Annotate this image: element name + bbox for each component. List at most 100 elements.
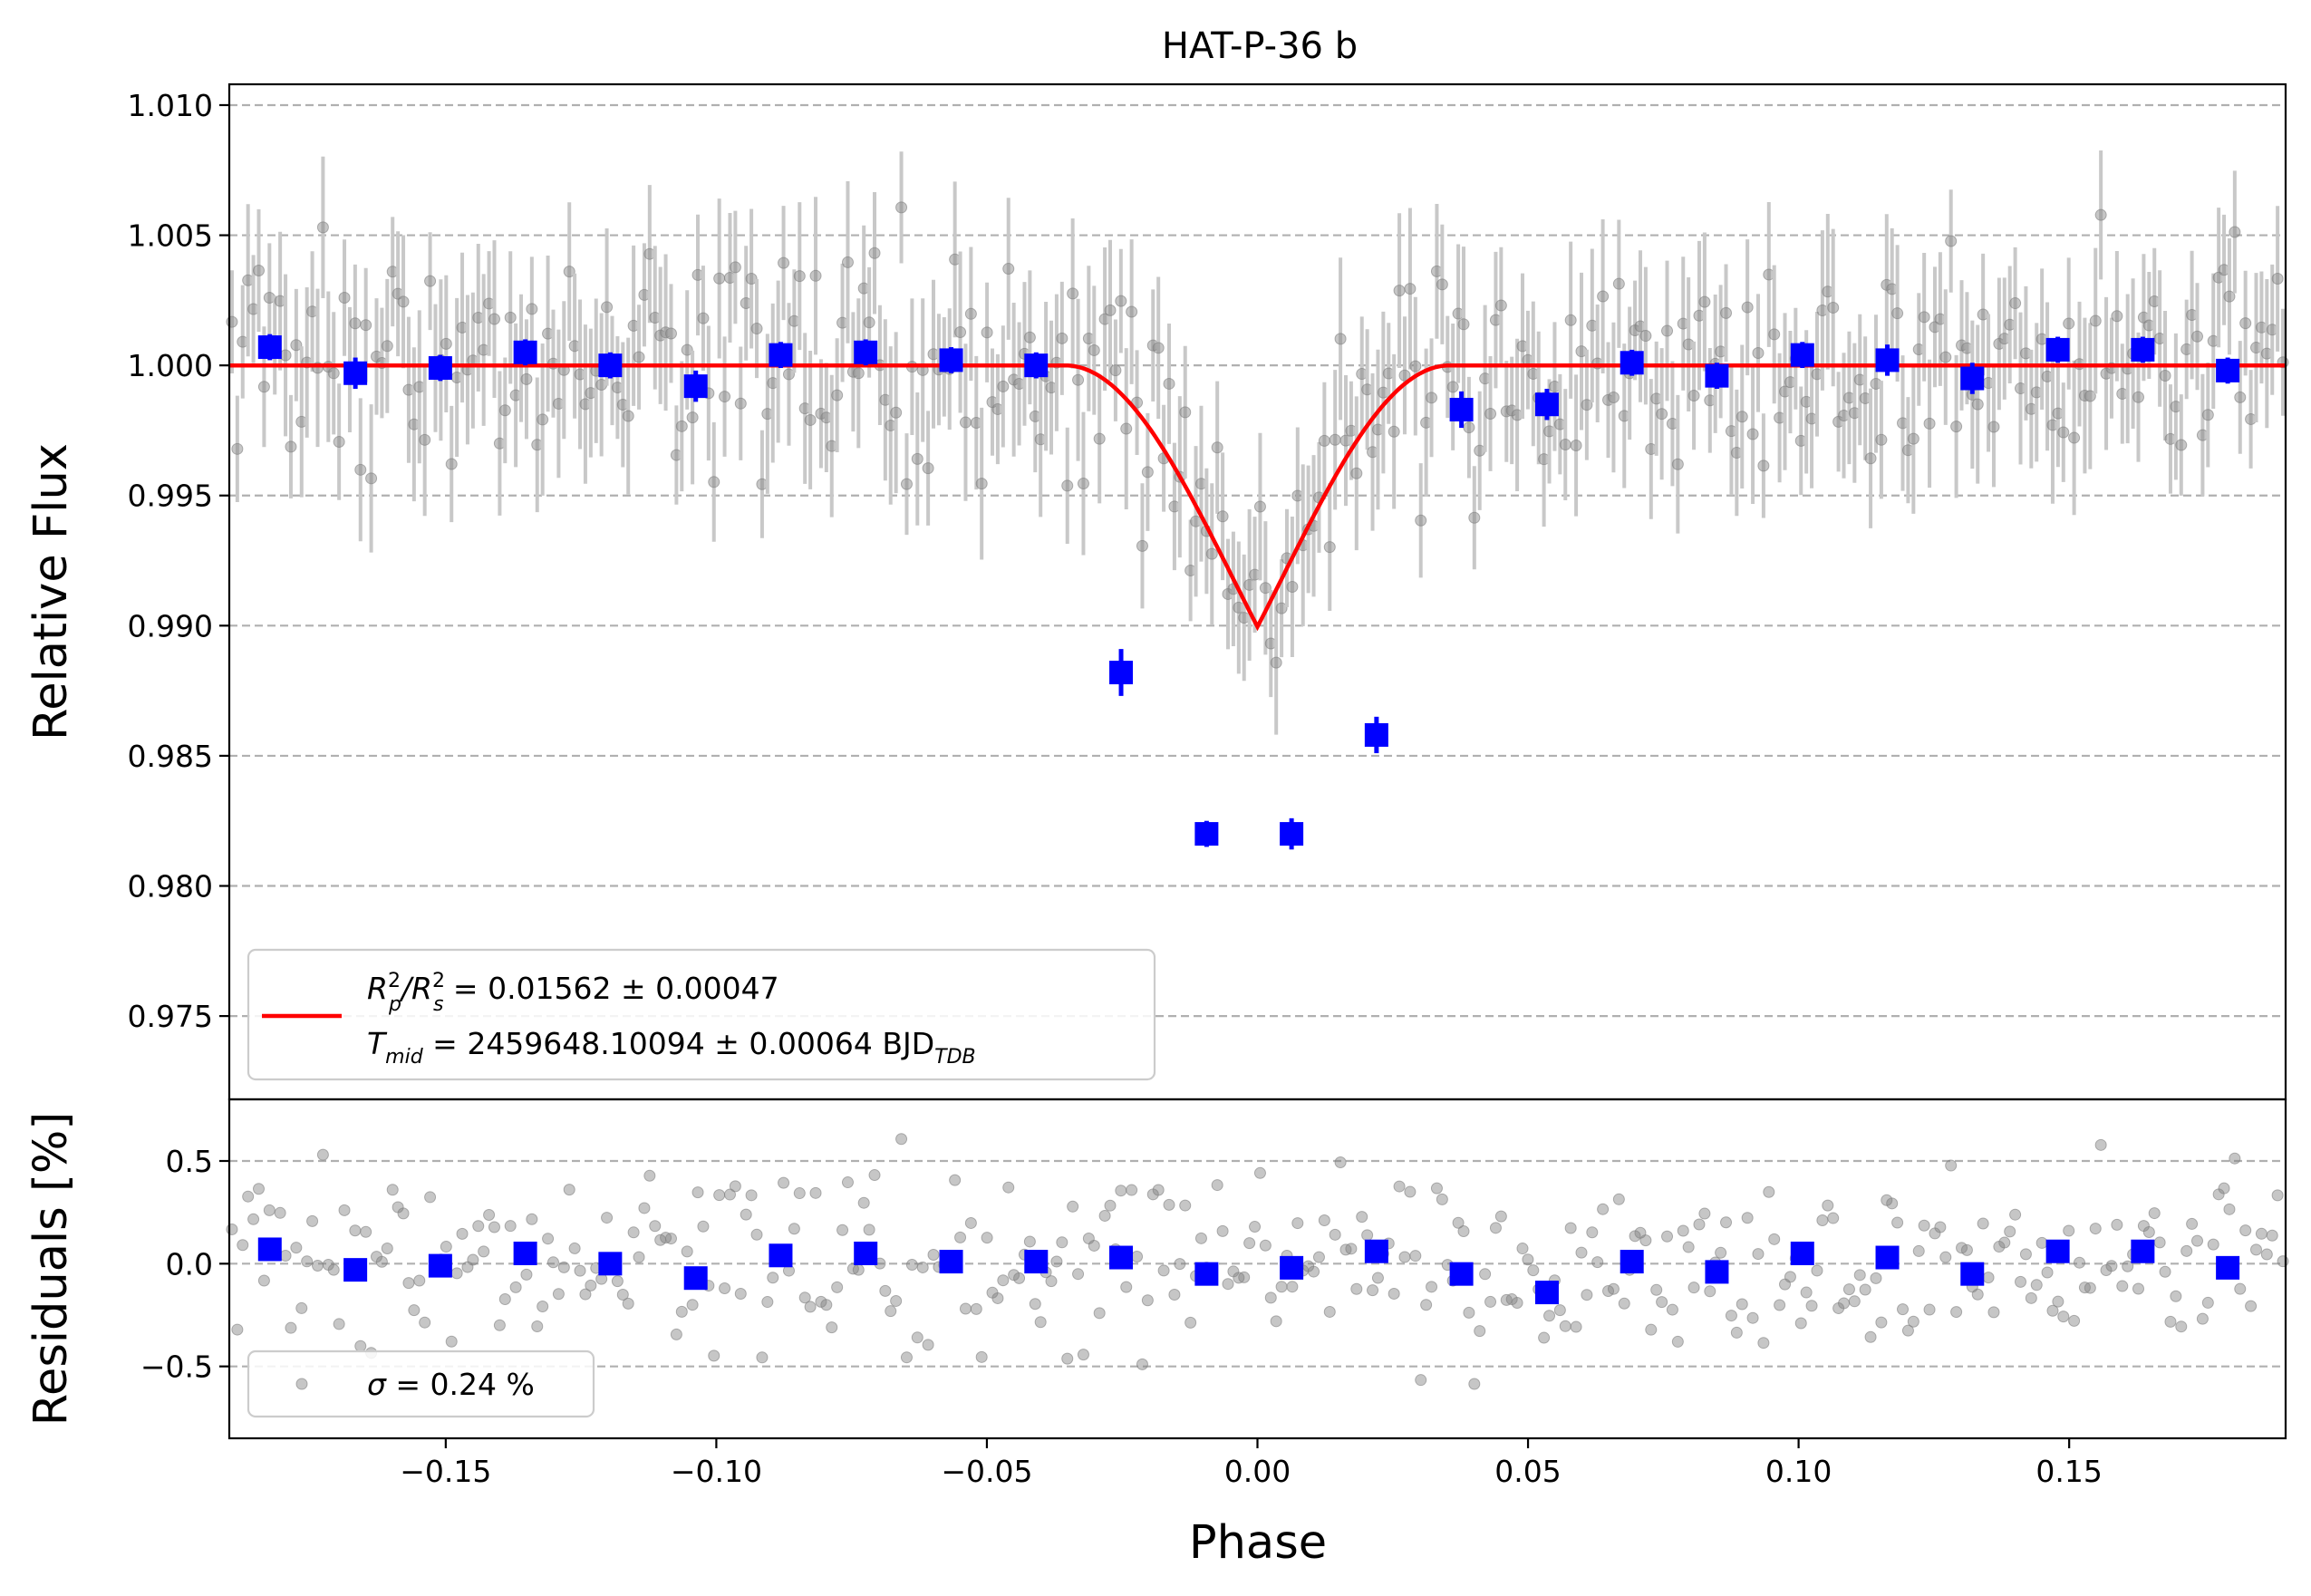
residual-point bbox=[885, 1305, 897, 1318]
raw-point bbox=[563, 266, 575, 278]
residual-point bbox=[1612, 1193, 1625, 1205]
raw-point bbox=[975, 478, 988, 490]
raw-point bbox=[809, 269, 822, 282]
residual-point bbox=[1564, 1222, 1577, 1234]
raw-point bbox=[1559, 439, 1571, 451]
raw-point bbox=[1056, 332, 1068, 344]
raw-point bbox=[1409, 360, 1422, 372]
residual-point bbox=[2153, 1236, 2166, 1249]
residual-point bbox=[1356, 1211, 1368, 1224]
residual-point bbox=[1918, 1219, 1930, 1232]
raw-point bbox=[526, 303, 538, 315]
resid-ytick-label: −0.5 bbox=[140, 1349, 213, 1385]
residual-point bbox=[1800, 1286, 1813, 1299]
raw-point bbox=[997, 380, 1010, 392]
residual-point bbox=[274, 1206, 286, 1219]
residual-point bbox=[2074, 1256, 2086, 1269]
residual-point bbox=[579, 1288, 592, 1301]
binned-residual-point bbox=[1024, 1250, 1049, 1274]
x-axis-label: Phase bbox=[1189, 1516, 1327, 1570]
raw-point bbox=[675, 420, 688, 432]
raw-point bbox=[782, 368, 795, 381]
raw-point bbox=[537, 413, 549, 426]
residual-point bbox=[290, 1242, 303, 1254]
raw-point bbox=[1350, 467, 1363, 479]
residual-point bbox=[1693, 1218, 1706, 1231]
main-ytick-label: 0.975 bbox=[128, 999, 213, 1034]
raw-point bbox=[1323, 541, 1336, 554]
residual-point bbox=[1002, 1181, 1015, 1194]
raw-point bbox=[338, 291, 351, 304]
raw-point bbox=[1093, 432, 1106, 445]
residual-point bbox=[1838, 1297, 1851, 1310]
residual-point bbox=[226, 1223, 238, 1235]
residual-point bbox=[386, 1184, 399, 1196]
residual-point bbox=[557, 1261, 570, 1273]
raw-point bbox=[1987, 421, 2000, 433]
main-ytick-label: 0.980 bbox=[128, 869, 213, 904]
raw-point bbox=[1484, 407, 1497, 420]
raw-point bbox=[1393, 285, 1406, 297]
raw-point bbox=[1023, 331, 1036, 343]
residual-point bbox=[252, 1183, 265, 1195]
residual-point bbox=[1859, 1283, 1871, 1296]
raw-point bbox=[981, 326, 993, 339]
residual-point bbox=[793, 1187, 806, 1200]
residual-point bbox=[1671, 1335, 1684, 1348]
residual-point bbox=[2142, 1225, 2155, 1238]
residual-point bbox=[1950, 1306, 1963, 1319]
binned-point bbox=[1280, 822, 1304, 846]
residual-point bbox=[2041, 1266, 2054, 1279]
raw-point bbox=[424, 275, 437, 287]
residual-point bbox=[1586, 1226, 1599, 1239]
main-ytick-label: 1.010 bbox=[128, 88, 213, 123]
binned-point bbox=[769, 343, 793, 367]
residual-point bbox=[820, 1299, 833, 1311]
residual-point bbox=[1157, 1264, 1170, 1277]
raw-point bbox=[1923, 417, 1936, 430]
residual-point bbox=[1420, 1299, 1433, 1311]
xtick-label: −0.05 bbox=[941, 1454, 1032, 1489]
residual-point bbox=[2245, 1300, 2258, 1312]
residual-point bbox=[1715, 1246, 1727, 1259]
raw-point bbox=[1945, 235, 1958, 247]
residual-point bbox=[1704, 1285, 1716, 1298]
residual-point bbox=[2084, 1282, 2096, 1294]
raw-point bbox=[1720, 306, 1733, 319]
raw-point bbox=[1757, 459, 1770, 472]
raw-point bbox=[1741, 301, 1754, 314]
binned-residual-point bbox=[1534, 1281, 1559, 1305]
residual-point bbox=[1987, 1306, 2000, 1319]
residual-point bbox=[981, 1232, 993, 1244]
raw-point bbox=[1067, 287, 1079, 300]
raw-point bbox=[1002, 263, 1015, 276]
residual-point bbox=[1998, 1236, 2011, 1249]
residual-point bbox=[2015, 1275, 2027, 1288]
raw-point bbox=[1891, 307, 1904, 320]
residual-point bbox=[601, 1212, 614, 1224]
residual-point bbox=[670, 1328, 682, 1340]
residual-point bbox=[959, 1302, 972, 1315]
residual-point bbox=[413, 1274, 426, 1287]
raw-point bbox=[2223, 290, 2236, 303]
raw-point bbox=[1329, 433, 1341, 446]
binned-point bbox=[939, 348, 963, 372]
residual-point bbox=[2234, 1282, 2247, 1295]
residual-point bbox=[1736, 1298, 1748, 1311]
residual-point bbox=[723, 1188, 736, 1201]
raw-point bbox=[1656, 408, 1668, 421]
residual-point bbox=[879, 1284, 892, 1297]
residual-point bbox=[1939, 1251, 1952, 1263]
residual-point bbox=[1607, 1282, 1620, 1295]
residual-point bbox=[2223, 1203, 2236, 1215]
residual-point bbox=[1934, 1221, 1947, 1233]
main-legend-box bbox=[247, 948, 1156, 1081]
raw-point bbox=[778, 256, 790, 269]
raw-point bbox=[1827, 301, 1840, 314]
raw-point bbox=[831, 389, 844, 401]
raw-point bbox=[381, 340, 393, 353]
residual-point bbox=[740, 1208, 752, 1221]
main-grid bbox=[229, 103, 2286, 1018]
raw-point bbox=[745, 272, 758, 285]
binned-residual-point bbox=[1280, 1255, 1304, 1280]
